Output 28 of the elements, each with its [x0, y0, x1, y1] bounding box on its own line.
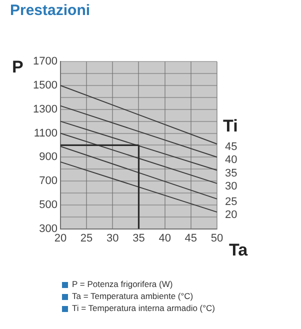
y-tick-label: 300 [39, 222, 58, 235]
x-tick-label: 50 [210, 232, 224, 244]
text: Ta = Temperatura ambiente (°C) [72, 291, 194, 301]
x-axis-title: Ta [229, 240, 248, 260]
y-axis-title: P [12, 57, 24, 76]
x-tick-label: 30 [106, 232, 119, 244]
series-label: 45 [225, 141, 238, 154]
series-label: 35 [225, 167, 238, 180]
series-label: 40 [225, 154, 238, 166]
series-label: 20 [225, 209, 238, 222]
y-tick-label: 1100 [34, 127, 58, 140]
legend-title: Ti [223, 116, 238, 136]
x-tick-label: 35 [132, 232, 145, 244]
x-tick-label: 45 [184, 232, 198, 244]
y-tick-label: 1500 [32, 80, 58, 92]
x-tick-label: 25 [80, 232, 93, 244]
y-tick-label: 1700 [32, 56, 58, 68]
text: P = Potenza frigorifera (W) [72, 279, 173, 289]
y-tick-label: 700 [39, 175, 58, 188]
series-label: 30 [225, 180, 238, 192]
y-tick-label: 1300 [32, 103, 58, 116]
chart-title: Prestazioni [10, 2, 90, 19]
x-tick-label: 20 [54, 232, 67, 244]
series-label: 25 [225, 196, 238, 208]
text: Ti = Temperatura interna armadio (°C) [72, 303, 215, 313]
x-tick-label: 40 [158, 232, 171, 244]
y-tick-label: 900 [39, 151, 58, 164]
y-tick-label: 500 [39, 198, 58, 211]
